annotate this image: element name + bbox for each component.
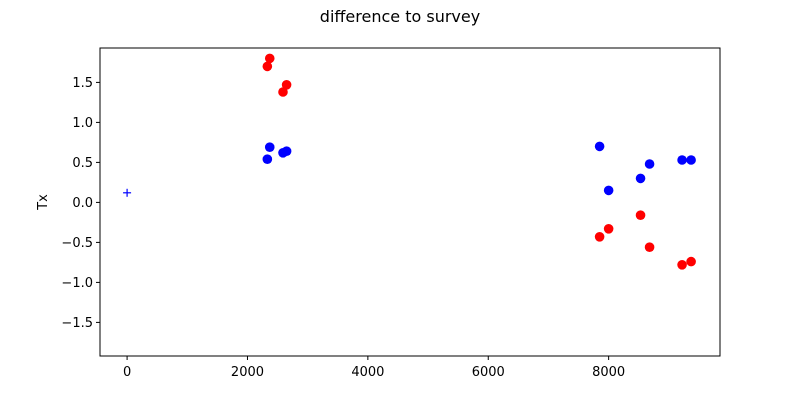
data-point	[644, 159, 655, 169]
x-tick-label: 0	[123, 365, 131, 380]
data-point	[264, 142, 275, 152]
data-points	[123, 53, 696, 270]
x-axis: 0 2000 4000 6000 8000	[123, 356, 625, 380]
data-point	[594, 141, 605, 152]
data-point	[635, 210, 646, 220]
y-axis-label: Tx	[36, 194, 51, 211]
data-point	[264, 53, 275, 64]
data-point	[677, 155, 687, 165]
y-tick-label: 0.0	[72, 196, 93, 211]
data-point	[635, 173, 646, 184]
data-point-plus	[123, 188, 132, 197]
y-tick-label: 1.5	[72, 76, 93, 91]
chart-title: difference to survey	[320, 7, 480, 26]
data-point	[281, 80, 292, 90]
data-point	[594, 232, 605, 242]
x-tick-label: 6000	[472, 365, 505, 380]
data-point	[281, 146, 292, 156]
data-point	[686, 256, 696, 267]
data-point	[603, 224, 614, 234]
x-tick-label: 8000	[592, 365, 625, 380]
data-point	[278, 87, 288, 97]
y-tick-label: −1.0	[61, 276, 93, 291]
x-tick-label: 4000	[351, 365, 384, 380]
y-tick-label: 0.5	[72, 156, 93, 171]
data-point	[262, 154, 273, 164]
y-tick-label: −0.5	[61, 236, 93, 251]
x-tick-label: 2000	[231, 365, 264, 380]
data-point	[644, 242, 655, 252]
data-point	[262, 61, 273, 72]
plot-area-frame	[99, 47, 721, 357]
data-point	[603, 185, 614, 196]
data-point	[677, 260, 687, 270]
y-tick-label: −1.5	[61, 316, 93, 331]
y-axis: −1.5 −1.0 −0.5 0.0 0.5 1.0 1.5	[61, 76, 100, 331]
y-tick-label: 1.0	[72, 116, 93, 131]
data-point	[686, 155, 696, 165]
